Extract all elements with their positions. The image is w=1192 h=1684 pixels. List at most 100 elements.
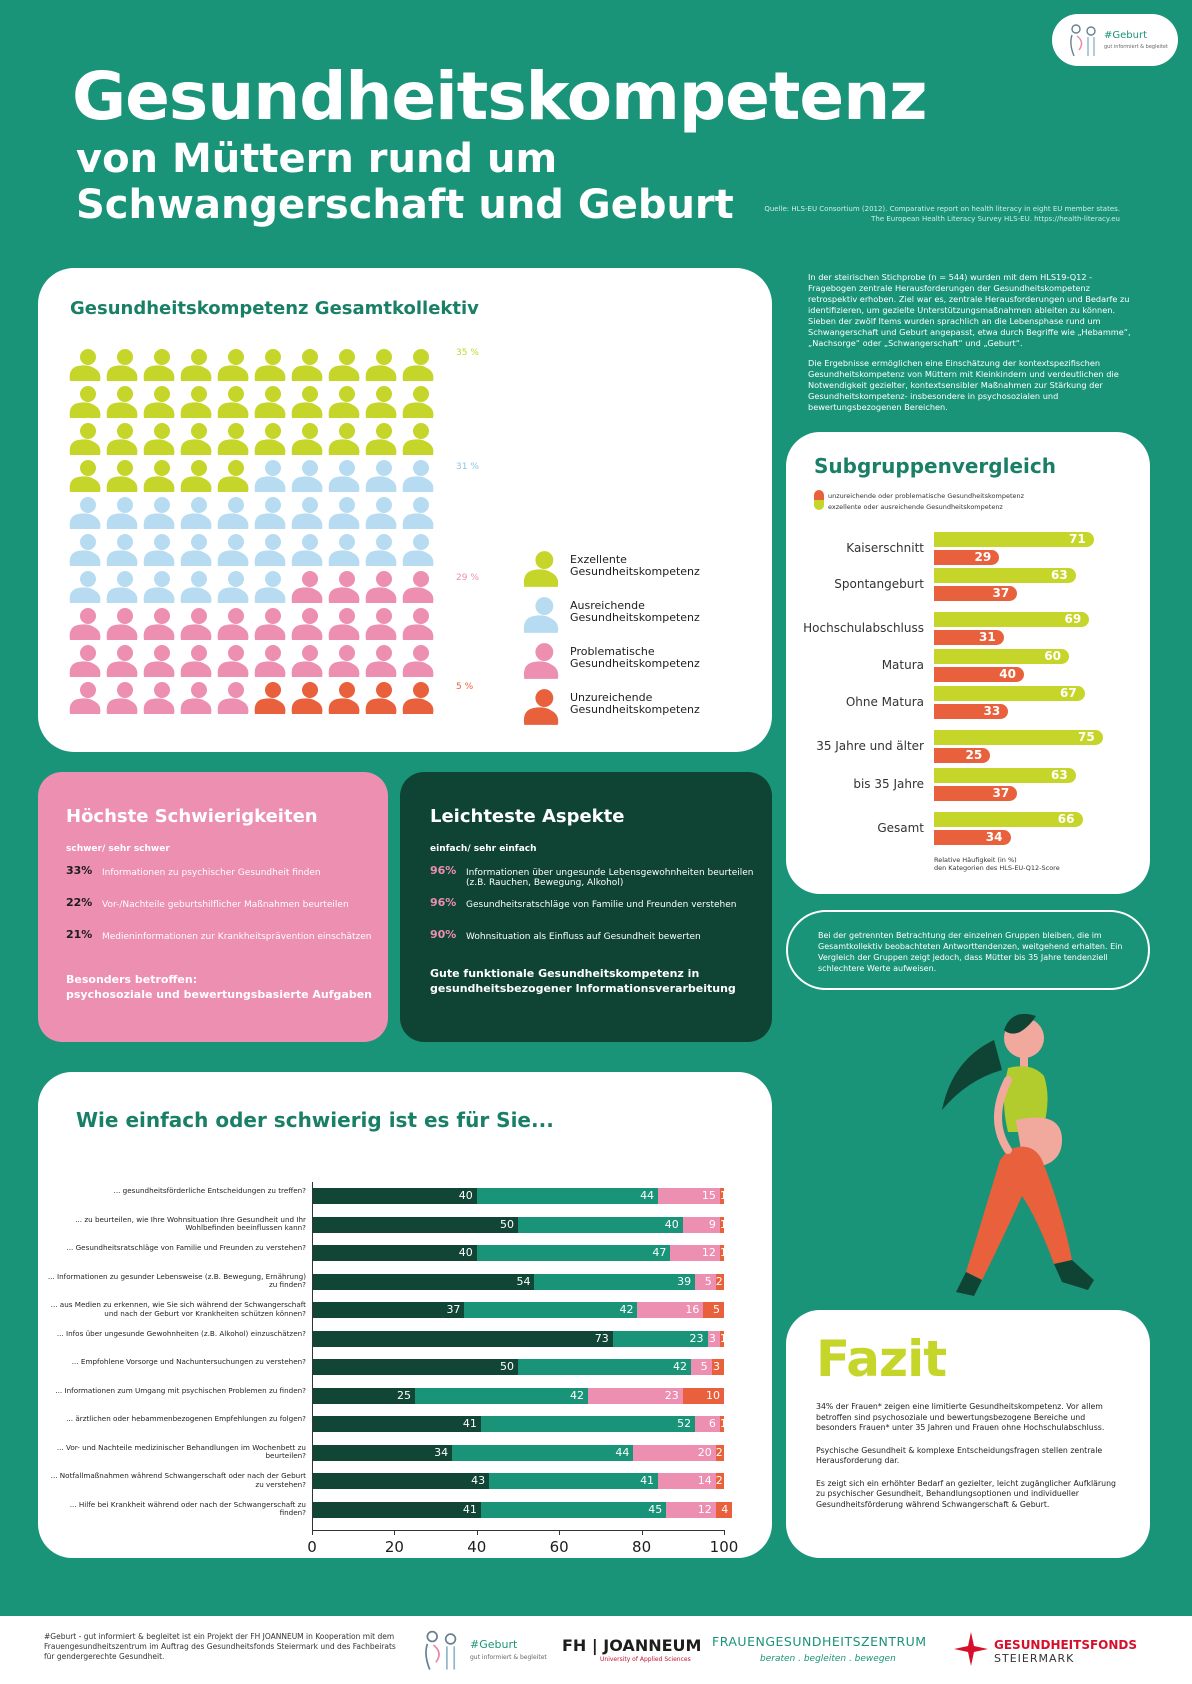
stacked-segment-2: 52: [480, 1416, 696, 1432]
footer-logo-3-sub: beraten . begleiten . bewegen: [760, 1654, 896, 1664]
person-icon-sufficient: [68, 533, 102, 571]
easiest-title: Leichteste Aspekte: [430, 806, 625, 827]
header-logo-sub: gut informiert & begleitet: [1104, 44, 1168, 50]
stacked-segment-4: 1: [719, 1245, 724, 1261]
person-icon-sufficient: [216, 570, 250, 608]
person-icon-problematic: [68, 644, 102, 682]
fazit-paragraph-3: Es zeigt sich ein erhöhter Bedarf an gez…: [816, 1478, 1116, 1509]
person-icon-excellent: [401, 385, 435, 423]
legend-person-icon-sufficient: [522, 596, 560, 638]
person-icon-excellent: [253, 348, 287, 386]
legend-problematic: Problematische Gesundheitskompetenz: [570, 645, 700, 670]
footer-logo-3: FRAUENGESUNDHEITSZENTRUM: [712, 1634, 927, 1649]
person-icon-sufficient: [253, 459, 287, 497]
person-icon-problematic: [401, 607, 435, 645]
stacked-segment-3: 15: [658, 1188, 720, 1204]
subgroup-label: Spontangeburt: [834, 577, 924, 591]
stacked-segment-4: 5: [703, 1302, 724, 1318]
x-tick-label: 0: [307, 1538, 317, 1556]
subgruppen-summary-box: Bei der getrennten Betrachtung der einze…: [786, 910, 1150, 990]
footer-logo-4: GESUNDHEITSFONDS: [994, 1638, 1138, 1652]
star-logo-icon: [954, 1632, 988, 1666]
subgroup-bar-green: 75: [934, 730, 1103, 745]
x-tick-label: 40: [467, 1538, 487, 1556]
person-icon-sufficient: [216, 533, 250, 571]
stacked-segment-1: 34: [312, 1444, 453, 1461]
stacked-segment-1: 25: [312, 1387, 415, 1404]
stacked-segment-1: 54: [312, 1273, 535, 1290]
person-icon-problematic: [253, 644, 287, 682]
geburt-logo-icon: [425, 1630, 457, 1670]
person-icon-problematic: [290, 570, 324, 608]
person-icon-excellent: [253, 385, 287, 423]
question-label: ... Informationen zu gesunder Lebensweis…: [47, 1271, 306, 1289]
stacked-segment-2: 40: [518, 1216, 683, 1233]
stacked-segment-3: 20: [633, 1444, 716, 1461]
person-icon-problematic: [68, 607, 102, 645]
question-label: ... aus Medien zu erkennen, wie Sie sich…: [50, 1300, 306, 1318]
fazit-paragraph-1: 34% der Frauen* zeigen eine limitierte G…: [816, 1402, 1105, 1432]
legend-green-label: exzellente oder ausreichende Gesundheits…: [828, 503, 1003, 511]
subgroup-bar-green: 67: [934, 686, 1085, 701]
person-icon-problematic: [364, 644, 398, 682]
stacked-segment-2: 45: [480, 1501, 667, 1518]
stacked-segment-3: 23: [588, 1387, 683, 1404]
difficulties-conclusion: Besonders betroffen: psychosoziale und be…: [66, 973, 372, 1001]
page-subtitle: von Müttern rund um Schwangerschaft und …: [76, 136, 734, 228]
person-icon-excellent: [68, 348, 102, 386]
stacked-segment-3: 12: [666, 1501, 716, 1518]
stacked-segment-3: 5: [691, 1359, 712, 1375]
person-icon-problematic: [68, 681, 102, 719]
person-icon-sufficient: [142, 496, 176, 534]
subgroup-bar-red: 29: [934, 550, 1000, 565]
subgroup-bar-red: 25: [934, 748, 991, 763]
stacked-segment-3: 9: [682, 1216, 720, 1233]
person-icon-problematic: [253, 607, 287, 645]
difficulties-card: Höchste Schwierigkeiten schwer/ sehr sch…: [38, 772, 388, 1042]
person-icon-sufficient: [105, 496, 139, 534]
person-icon-excellent: [216, 385, 250, 423]
person-icon-problematic: [142, 681, 176, 719]
easiest-conclusion: Gute funktionale Gesundheitskompetenz in…: [430, 967, 736, 995]
person-icon-excellent: [401, 348, 435, 386]
person-icon-excellent: [216, 459, 250, 497]
header-logo-text: #Geburt: [1104, 30, 1147, 41]
person-icon-sufficient: [179, 533, 213, 571]
subgroup-label: Ohne Matura: [845, 695, 924, 709]
fazit-card: Fazit 34% der Frauen* zeigen eine limiti…: [786, 1310, 1150, 1558]
stacked-segment-3: 16: [637, 1302, 704, 1318]
question-label: ... zu beurteilen, wie Ihre Wohnsituatio…: [75, 1214, 306, 1232]
stacked-segment-1: 50: [312, 1216, 518, 1233]
stacked-segment-4: 1: [719, 1216, 724, 1233]
person-icon-insufficient: [401, 681, 435, 719]
person-icon-problematic: [364, 570, 398, 608]
person-icon-sufficient: [327, 533, 361, 571]
person-icon-problematic: [142, 644, 176, 682]
stacked-segment-1: 50: [312, 1359, 518, 1375]
person-icon-sufficient: [327, 459, 361, 497]
person-icon-sufficient: [401, 459, 435, 497]
subgroup-label: Hochschulabschluss: [803, 621, 924, 635]
person-icon-sufficient: [327, 496, 361, 534]
pictogram-grid: [68, 348, 488, 728]
stacked-segment-4: 1: [719, 1416, 724, 1432]
legend-green-swatch: [814, 500, 824, 510]
person-icon-sufficient: [290, 533, 324, 571]
person-icon-sufficient: [401, 533, 435, 571]
person-icon-problematic: [401, 570, 435, 608]
question-label: ... ärztlichen oder hebammenbezogenen Em…: [66, 1414, 306, 1423]
stacked-segment-2: 23: [612, 1330, 708, 1347]
person-icon-excellent: [216, 422, 250, 460]
question-chart-card: Wie einfach oder schwierig ist es für Si…: [38, 1072, 772, 1558]
source-line-2: The European Health Literacy Survey HLS-…: [871, 215, 1120, 223]
pct-excellent: 35 %: [456, 348, 479, 358]
subgroup-label: Kaiserschnitt: [846, 541, 924, 555]
chart-title: Wie einfach oder schwierig ist es für Si…: [76, 1108, 554, 1132]
person-icon-excellent: [105, 459, 139, 497]
pregnant-woman-illustration: [942, 1013, 1094, 1296]
subgroup-bar-green: 71: [934, 532, 1094, 547]
person-icon-sufficient: [253, 570, 287, 608]
footer-logo-2-sub: University of Applied Sciences: [600, 1656, 691, 1663]
person-icon-excellent: [142, 385, 176, 423]
footer-logo-2: FH | JOANNEUM: [562, 1636, 702, 1655]
